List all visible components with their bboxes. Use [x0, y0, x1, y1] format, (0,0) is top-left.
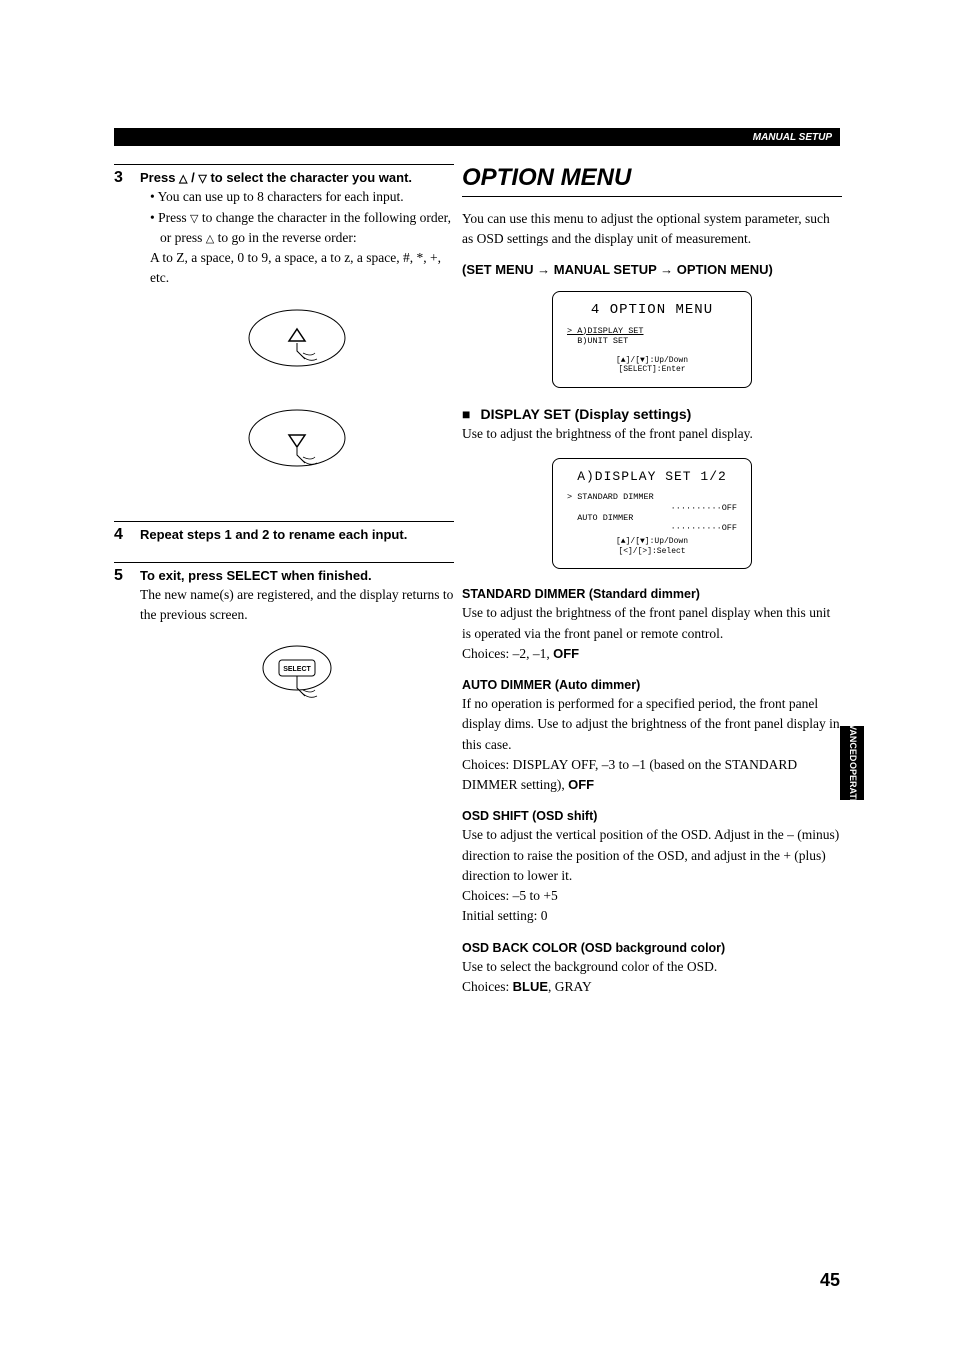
- lcd1-line1: > A)DISPLAY SET: [567, 326, 737, 336]
- lcd-display-set: A)DISPLAY SET 1/2 > STANDARD DIMMER ····…: [552, 458, 752, 569]
- lcd2-line4: ··········OFF: [567, 523, 737, 533]
- osd-back-head: OSD BACK COLOR (OSD background color): [462, 941, 842, 955]
- osd-shift-choices: Choices: –5 to +5: [462, 886, 842, 906]
- arrow-icon: [660, 262, 673, 277]
- square-bullet-icon: ■: [462, 408, 470, 423]
- auto-dimmer-head: AUTO DIMMER (Auto dimmer): [462, 678, 842, 692]
- osd-shift-head: OSD SHIFT (OSD shift): [462, 809, 842, 823]
- triangle-up-icon: [206, 230, 214, 245]
- display-set-body: Use to adjust the brightness of the fron…: [462, 424, 842, 444]
- std-dimmer-head: STANDARD DIMMER (Standard dimmer): [462, 587, 842, 601]
- select-button-illustration: SELECT: [247, 640, 347, 720]
- remote-down-illustration: [237, 403, 357, 483]
- path-b: MANUAL SETUP: [550, 262, 660, 277]
- arrow-icon: [537, 262, 550, 277]
- step-5: 5 To exit, press SELECT when finished. T…: [114, 562, 454, 740]
- std-choices-pre: Choices: –2, –1,: [462, 646, 553, 661]
- option-menu-title: OPTION MENU: [462, 164, 842, 197]
- menu-path: (SET MENU MANUAL SETUP OPTION MENU): [462, 262, 842, 277]
- triangle-down-icon: [198, 170, 206, 185]
- step3-head-post: to select the character you want.: [207, 170, 412, 185]
- osdback-choices-bold: BLUE: [513, 979, 548, 994]
- lcd2-line1: > STANDARD DIMMER: [567, 492, 737, 502]
- step-4-number: 4: [114, 526, 128, 544]
- lcd-option-menu: 4 OPTION MENU > A)DISPLAY SET B)UNIT SET…: [552, 291, 752, 389]
- osdback-choices-pre: Choices:: [462, 979, 513, 994]
- auto-choices-bold: OFF: [568, 777, 594, 792]
- auto-choices-pre: Choices: DISPLAY OFF, –3 to –1 (based on…: [462, 757, 797, 792]
- side-tab-line2: OPERATION: [847, 762, 857, 815]
- step-5-head: To exit, press SELECT when finished.: [140, 567, 454, 585]
- step-5-number: 5: [114, 567, 128, 740]
- step-5-body: The new name(s) are registered, and the …: [140, 585, 454, 626]
- lcd1-help2: [SELECT]:Enter: [567, 365, 737, 375]
- std-choices-bold: OFF: [553, 646, 579, 661]
- remote-up-illustration: [237, 303, 357, 383]
- step3-head-pre: Press: [140, 170, 179, 185]
- lcd1-help: [▲]/[▼]:Up/Down [SELECT]:Enter: [567, 356, 737, 375]
- auto-dimmer-choices: Choices: DISPLAY OFF, –3 to –1 (based on…: [462, 755, 842, 796]
- auto-dimmer-body: If no operation is performed for a speci…: [462, 694, 842, 755]
- std-dimmer-choices: Choices: –2, –1, OFF: [462, 644, 842, 664]
- step-3-number: 3: [114, 169, 128, 503]
- step3-b2-pre: Press: [158, 210, 190, 225]
- step-3: 3 Press / to select the character you wa…: [114, 164, 454, 503]
- lcd1-line2: B)UNIT SET: [567, 336, 737, 346]
- lcd2-help: [▲]/[▼]:Up/Down [<]/[>]:Select: [567, 537, 737, 556]
- page-number: 45: [820, 1270, 840, 1291]
- triangle-up-icon: [179, 170, 187, 185]
- option-menu-intro: You can use this menu to adjust the opti…: [462, 209, 842, 250]
- right-column: OPTION MENU You can use this menu to adj…: [462, 164, 842, 997]
- osd-shift-initial: Initial setting: 0: [462, 906, 842, 926]
- step3-char-order: A to Z, a space, 0 to 9, a space, a to z…: [140, 248, 454, 289]
- page-header-label: MANUAL SETUP: [753, 132, 832, 143]
- lcd1-title: 4 OPTION MENU: [567, 302, 737, 318]
- step-3-bullets: • You can use up to 8 characters for eac…: [140, 187, 454, 248]
- path-c: OPTION MENU): [673, 262, 773, 277]
- side-tab-line1: ADVANCED: [847, 711, 857, 761]
- step3-bullet1: • You can use up to 8 characters for eac…: [150, 187, 454, 207]
- select-button-label: SELECT: [283, 666, 311, 673]
- lcd2-help1: [▲]/[▼]:Up/Down: [567, 537, 737, 547]
- osd-back-choices: Choices: BLUE, GRAY: [462, 977, 842, 997]
- lcd2-title: A)DISPLAY SET 1/2: [567, 469, 737, 484]
- display-set-head: DISPLAY SET (Display settings): [480, 406, 691, 422]
- osd-shift-body: Use to adjust the vertical position of t…: [462, 825, 842, 886]
- left-column: 3 Press / to select the character you wa…: [114, 164, 454, 758]
- path-a: (SET MENU: [462, 262, 537, 277]
- step-3-head: Press / to select the character you want…: [140, 169, 454, 187]
- lcd2-line2: ··········OFF: [567, 503, 737, 513]
- osdback-choices-post: , GRAY: [548, 979, 592, 994]
- step3-b2-post: to go in the reverse order:: [214, 230, 356, 245]
- lcd1-help1: [▲]/[▼]:Up/Down: [567, 356, 737, 366]
- page-header-bar: MANUAL SETUP: [114, 128, 840, 146]
- step3-bullet2: • Press to change the character in the f…: [150, 208, 454, 249]
- step3-b1-text: You can use up to 8 characters for each …: [158, 189, 404, 204]
- lcd2-line3: AUTO DIMMER: [567, 513, 737, 523]
- std-dimmer-body: Use to adjust the brightness of the fron…: [462, 603, 842, 644]
- display-set-section: ■ DISPLAY SET (Display settings): [462, 406, 842, 424]
- step-4: 4 Repeat steps 1 and 2 to rename each in…: [114, 521, 454, 544]
- step3-head-mid: /: [188, 170, 199, 185]
- osd-back-body: Use to select the background color of th…: [462, 957, 842, 977]
- lcd2-help2: [<]/[>]:Select: [567, 547, 737, 557]
- step-4-head: Repeat steps 1 and 2 to rename each inpu…: [140, 526, 454, 544]
- side-tab: ADVANCED OPERATION: [840, 726, 864, 800]
